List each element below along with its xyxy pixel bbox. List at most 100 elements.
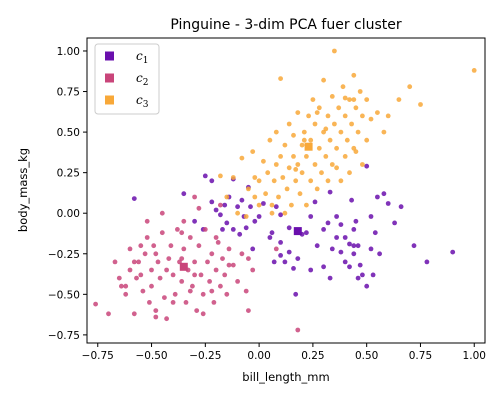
data-point-c1 [295, 256, 301, 261]
data-point-c1 [349, 197, 354, 203]
data-point-c2 [202, 227, 208, 232]
y-tick-label: −0.50 [48, 289, 80, 301]
data-point-c2 [194, 308, 200, 313]
data-point-c3 [471, 68, 477, 73]
data-point-c1 [308, 267, 314, 273]
data-point-c2 [187, 288, 193, 294]
data-point-c2 [119, 283, 124, 289]
y-tick-label: −0.25 [48, 249, 80, 261]
data-point-c3 [250, 149, 256, 155]
data-point-c2 [93, 301, 98, 307]
data-point-c1 [325, 220, 331, 226]
y-tick-label: 1.00 [57, 46, 80, 58]
data-point-c3 [340, 84, 346, 90]
data-point-c2 [170, 300, 176, 305]
data-point-c3 [278, 154, 283, 159]
data-point-c3 [291, 132, 296, 138]
x-axis-label: bill_length_mm [242, 370, 329, 384]
data-point-c2 [157, 275, 163, 281]
data-point-c2 [149, 283, 154, 289]
data-point-c3 [360, 162, 365, 167]
data-point-c3 [355, 129, 361, 135]
data-point-c1 [355, 275, 361, 281]
data-point-c3 [332, 48, 337, 54]
data-point-c3 [286, 121, 292, 127]
data-point-c1 [282, 259, 288, 265]
data-point-c2 [226, 262, 232, 268]
data-point-c3 [280, 175, 286, 180]
data-point-c2 [211, 300, 217, 305]
y-tick-label: 0.00 [57, 208, 80, 220]
data-point-c3 [364, 137, 370, 143]
data-point-c2 [181, 218, 187, 224]
data-point-c3 [349, 121, 354, 127]
y-axis: −0.75 −0.50 −0.25 0.00 0.25 0.50 0.75 1.00 [48, 46, 87, 342]
data-point-c3 [338, 178, 344, 184]
y-tick-label: 0.50 [57, 127, 80, 139]
data-point-c1 [202, 173, 208, 179]
data-point-c3 [319, 170, 324, 176]
data-point-c3 [218, 173, 223, 179]
data-point-c1 [372, 230, 378, 236]
data-point-c2 [179, 230, 185, 236]
data-point-c2 [224, 291, 230, 297]
data-point-c1 [351, 227, 357, 232]
data-point-c2 [200, 291, 206, 297]
data-point-c2 [147, 300, 152, 305]
x-tick-label: −0.75 [82, 350, 114, 362]
data-point-c3 [338, 129, 344, 135]
data-point-c3 [301, 137, 307, 143]
data-point-c3 [239, 155, 245, 161]
data-point-c1 [224, 220, 230, 226]
data-point-c1 [222, 202, 228, 208]
data-point-c2 [138, 272, 144, 278]
data-point-c2 [196, 243, 202, 249]
data-point-c2 [162, 295, 167, 300]
data-point-c3 [235, 210, 241, 216]
data-point-c3 [418, 102, 423, 107]
data-point-c3 [293, 167, 299, 172]
data-point-c2 [138, 243, 144, 249]
data-point-c1 [192, 218, 198, 224]
data-point-c3 [334, 145, 339, 151]
y-tick-label: 0.25 [57, 168, 80, 180]
data-point-c1 [286, 225, 292, 231]
data-point-c2 [106, 311, 111, 317]
data-point-c2 [127, 246, 133, 252]
data-point-c1 [314, 243, 320, 249]
data-point-c1 [342, 235, 348, 240]
data-point-c1 [267, 235, 273, 240]
data-point-c2 [239, 251, 245, 257]
data-point-c2 [179, 256, 185, 261]
data-point-c3 [295, 162, 301, 167]
data-point-c2 [273, 246, 279, 252]
data-point-c1 [411, 243, 417, 249]
data-point-c3 [357, 89, 363, 94]
data-point-c3 [364, 97, 370, 102]
data-point-c1 [360, 272, 365, 278]
data-point-c3 [329, 94, 335, 99]
data-point-c1 [364, 283, 370, 289]
data-point-c3 [353, 149, 359, 155]
data-point-c1 [235, 204, 241, 210]
data-point-c1 [342, 259, 348, 265]
legend-box [94, 43, 160, 115]
data-point-c1 [327, 189, 333, 195]
data-point-c2 [168, 243, 174, 249]
data-point-c3 [360, 113, 365, 119]
data-point-c3 [261, 158, 266, 164]
data-point-c3 [316, 105, 322, 111]
data-point-c3 [407, 84, 413, 90]
data-point-c1 [334, 214, 339, 219]
data-point-c3 [271, 178, 277, 184]
data-point-c2 [127, 267, 133, 273]
data-point-c1 [368, 246, 374, 252]
data-point-c2 [172, 291, 178, 297]
data-point-c3 [273, 162, 279, 167]
data-point-c2 [112, 259, 118, 265]
data-point-c3 [308, 178, 314, 184]
x-tick-label: 1.00 [463, 350, 486, 362]
data-point-c3 [385, 113, 391, 119]
data-point-c1 [271, 259, 277, 265]
data-point-c1 [370, 272, 376, 278]
